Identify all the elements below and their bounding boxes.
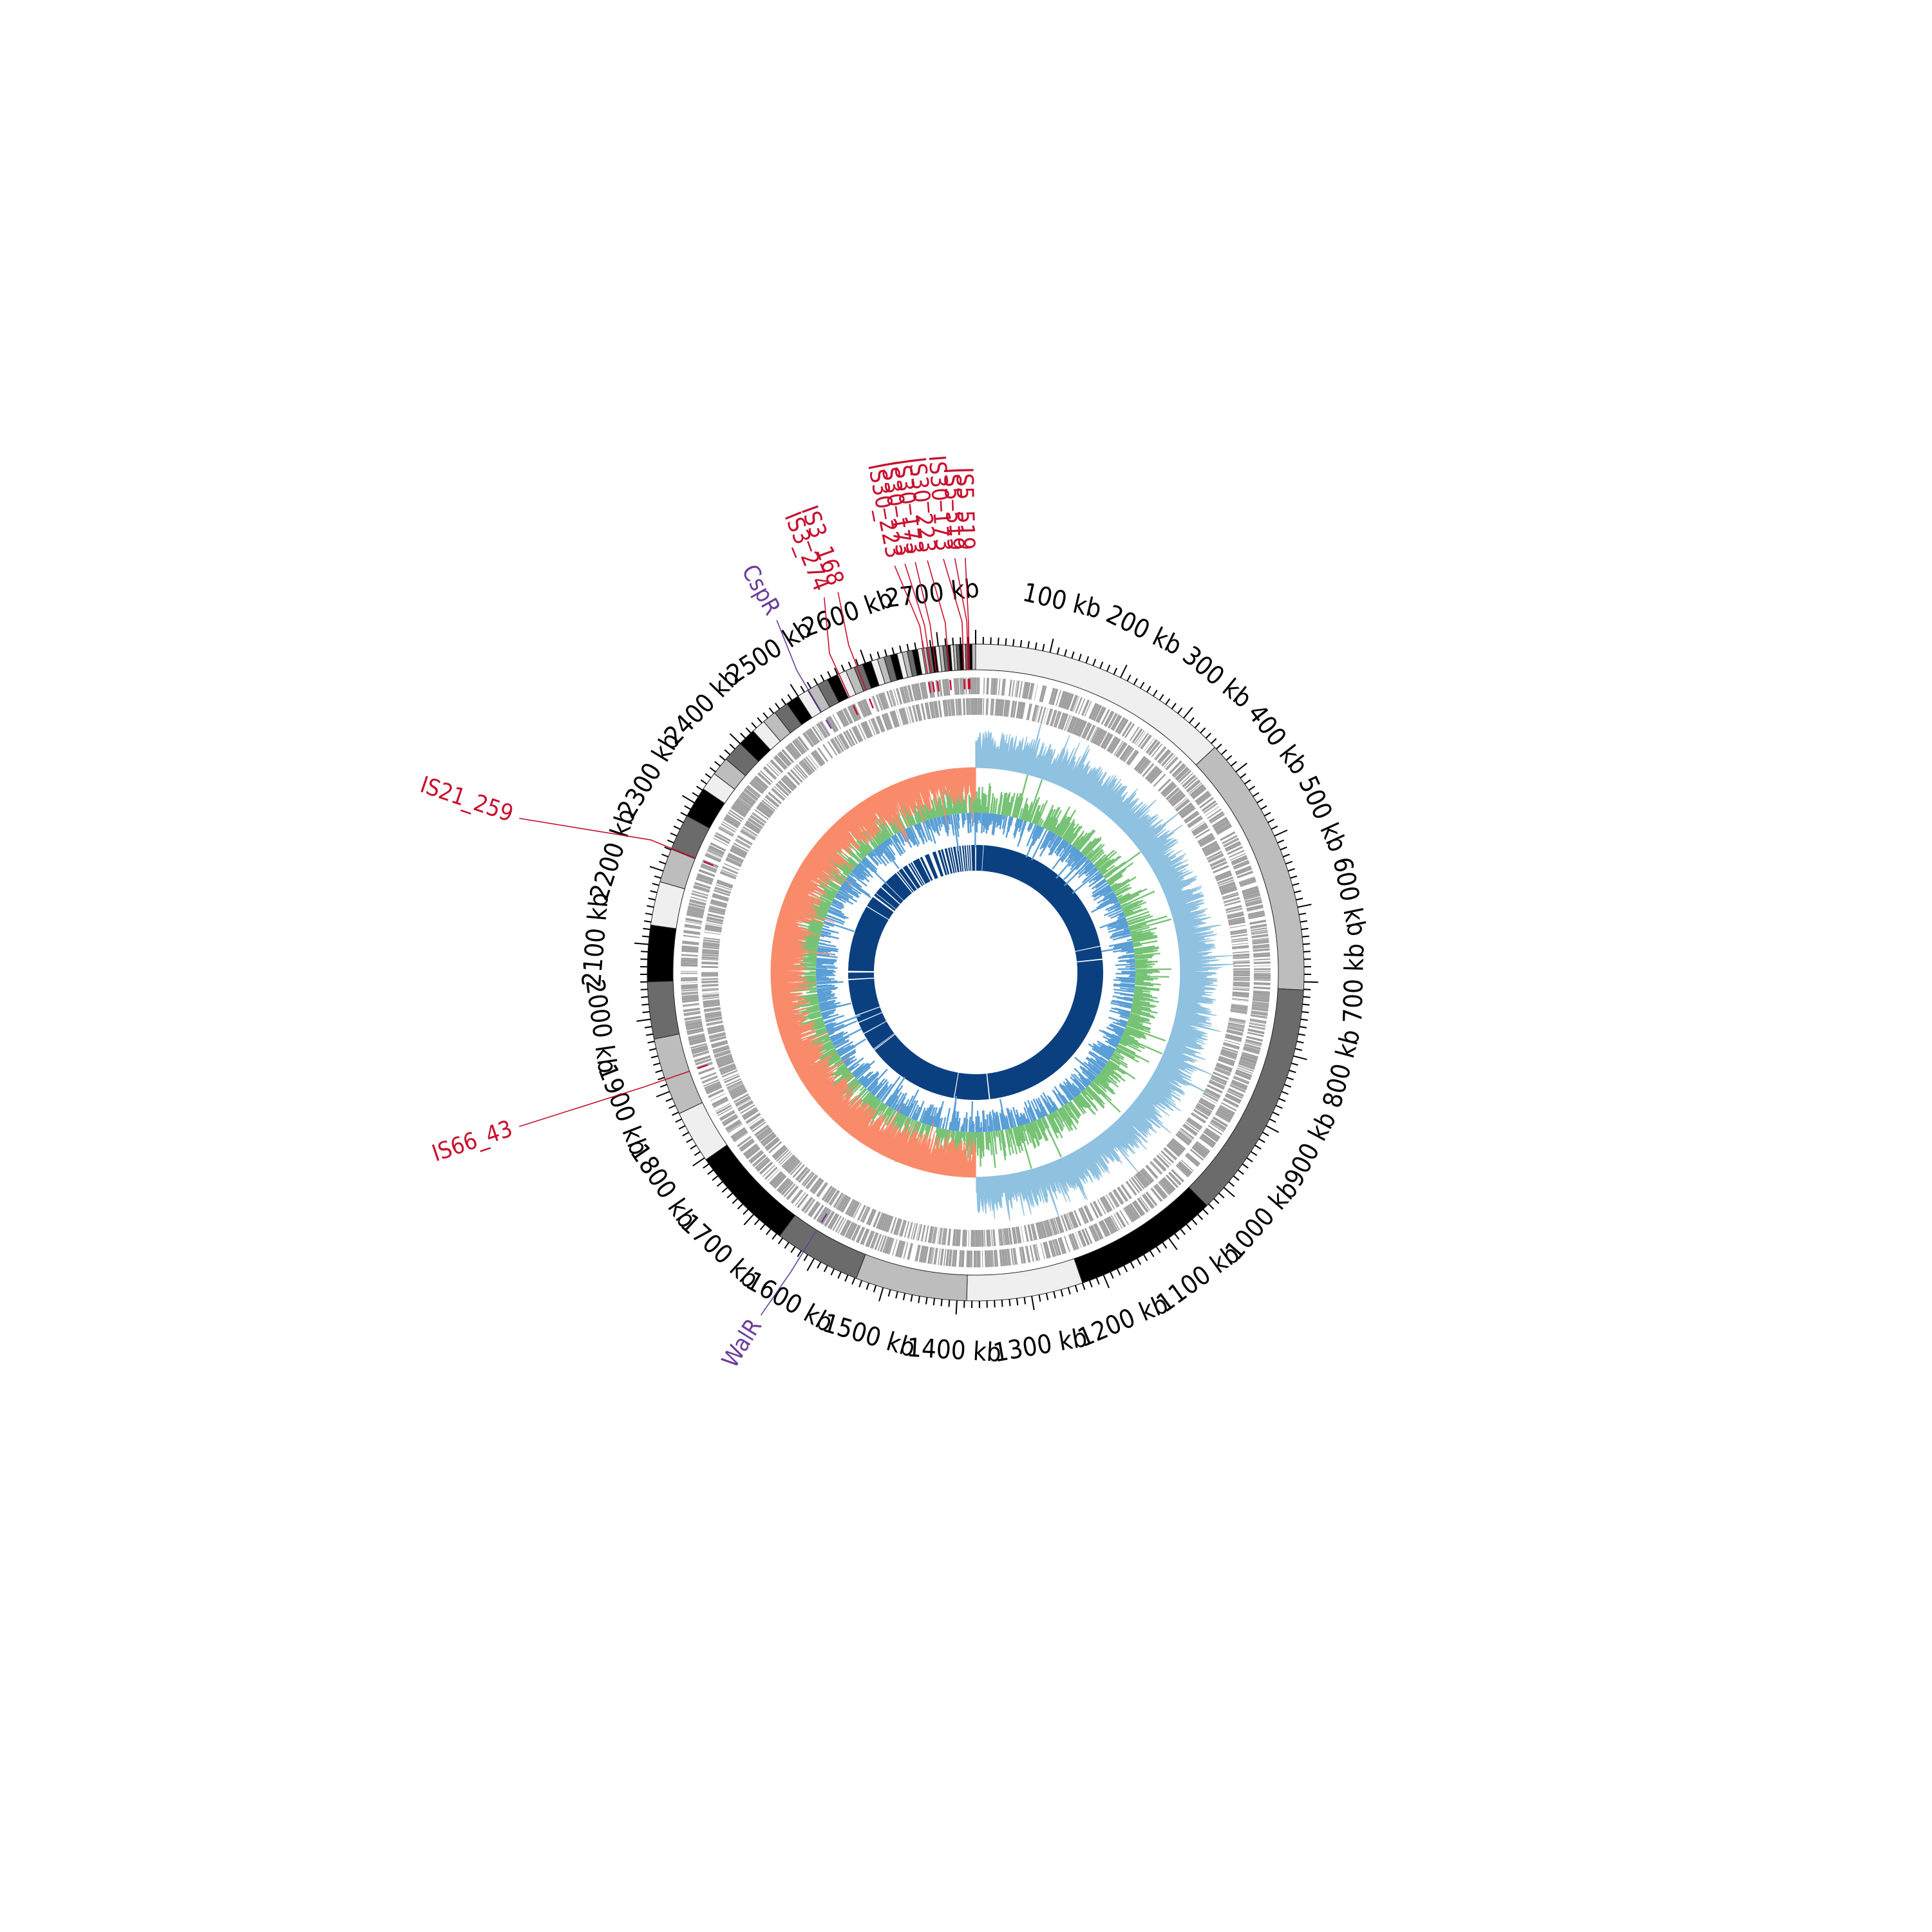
feature-mark (932, 681, 936, 692)
ideogram-block (650, 881, 685, 929)
scale-label: 1300 kb (991, 1323, 1089, 1368)
callout-line (894, 565, 928, 674)
feature-label: IS5_519 (938, 467, 969, 551)
feature-mark (868, 698, 874, 709)
feature-mark (963, 679, 966, 690)
feature-marks-track (697, 679, 971, 1223)
ideogram-block (647, 924, 677, 983)
feature-label: CspR (736, 560, 785, 620)
feature-mark (852, 705, 858, 715)
ideogram-block (971, 643, 976, 670)
scale-label: 600 kb (1327, 855, 1372, 938)
ideogram-block (647, 980, 680, 1040)
scale-label: 700 kb (1338, 943, 1370, 1023)
scale-label: 300 kb (1177, 641, 1257, 714)
feature-mark (825, 719, 832, 730)
scale-label: 200 kb (1102, 600, 1186, 661)
callout-line (519, 1070, 690, 1128)
scale-label: 400 kb (1242, 699, 1314, 780)
feature-mark (936, 681, 940, 692)
feature-mark (969, 679, 971, 690)
feature-mark (703, 860, 714, 866)
scale-label: 1200 kb (1074, 1289, 1172, 1353)
scale-label: 1400 kb (906, 1333, 1002, 1368)
callout-line (927, 560, 951, 671)
callout-line (943, 558, 965, 670)
feature-label: IS5_519 (951, 467, 979, 551)
callout-line (776, 620, 822, 712)
feature-mark (967, 679, 970, 690)
scale-label: 100 kb (1020, 578, 1104, 625)
gc-skew-positive (975, 712, 1236, 1222)
scale-label: 800 kb (1318, 1027, 1367, 1111)
feature-mark (697, 1064, 708, 1069)
callout-line (824, 597, 850, 698)
callout-line (519, 817, 696, 859)
scale-label: 2000 kb (580, 978, 622, 1075)
scale-label: 900 kb (1279, 1107, 1342, 1191)
gc-skew-negative (770, 767, 976, 1178)
gc-skew-track (770, 712, 1236, 1222)
callout-line (904, 564, 933, 674)
feature-mark (928, 682, 932, 693)
feature-mark (820, 1213, 828, 1223)
feature-label: IS21_259 (417, 772, 516, 828)
feature-label: WalR (717, 1314, 767, 1372)
callout-line (837, 592, 867, 691)
ideogram-block (654, 1033, 703, 1114)
callout-line (954, 558, 969, 670)
ideogram-block (966, 1258, 1083, 1302)
feature-label: IS66_43 (429, 1115, 516, 1167)
callout-line (965, 558, 971, 670)
feature-mark (949, 679, 952, 690)
callout-line (760, 1229, 817, 1316)
tick-marks (634, 630, 1318, 1315)
scale-label: 500 kb (1293, 772, 1352, 857)
scale-label: 2100 kb (577, 891, 614, 988)
scale-label: 1900 kb (592, 1061, 654, 1159)
callout-line (914, 562, 937, 673)
